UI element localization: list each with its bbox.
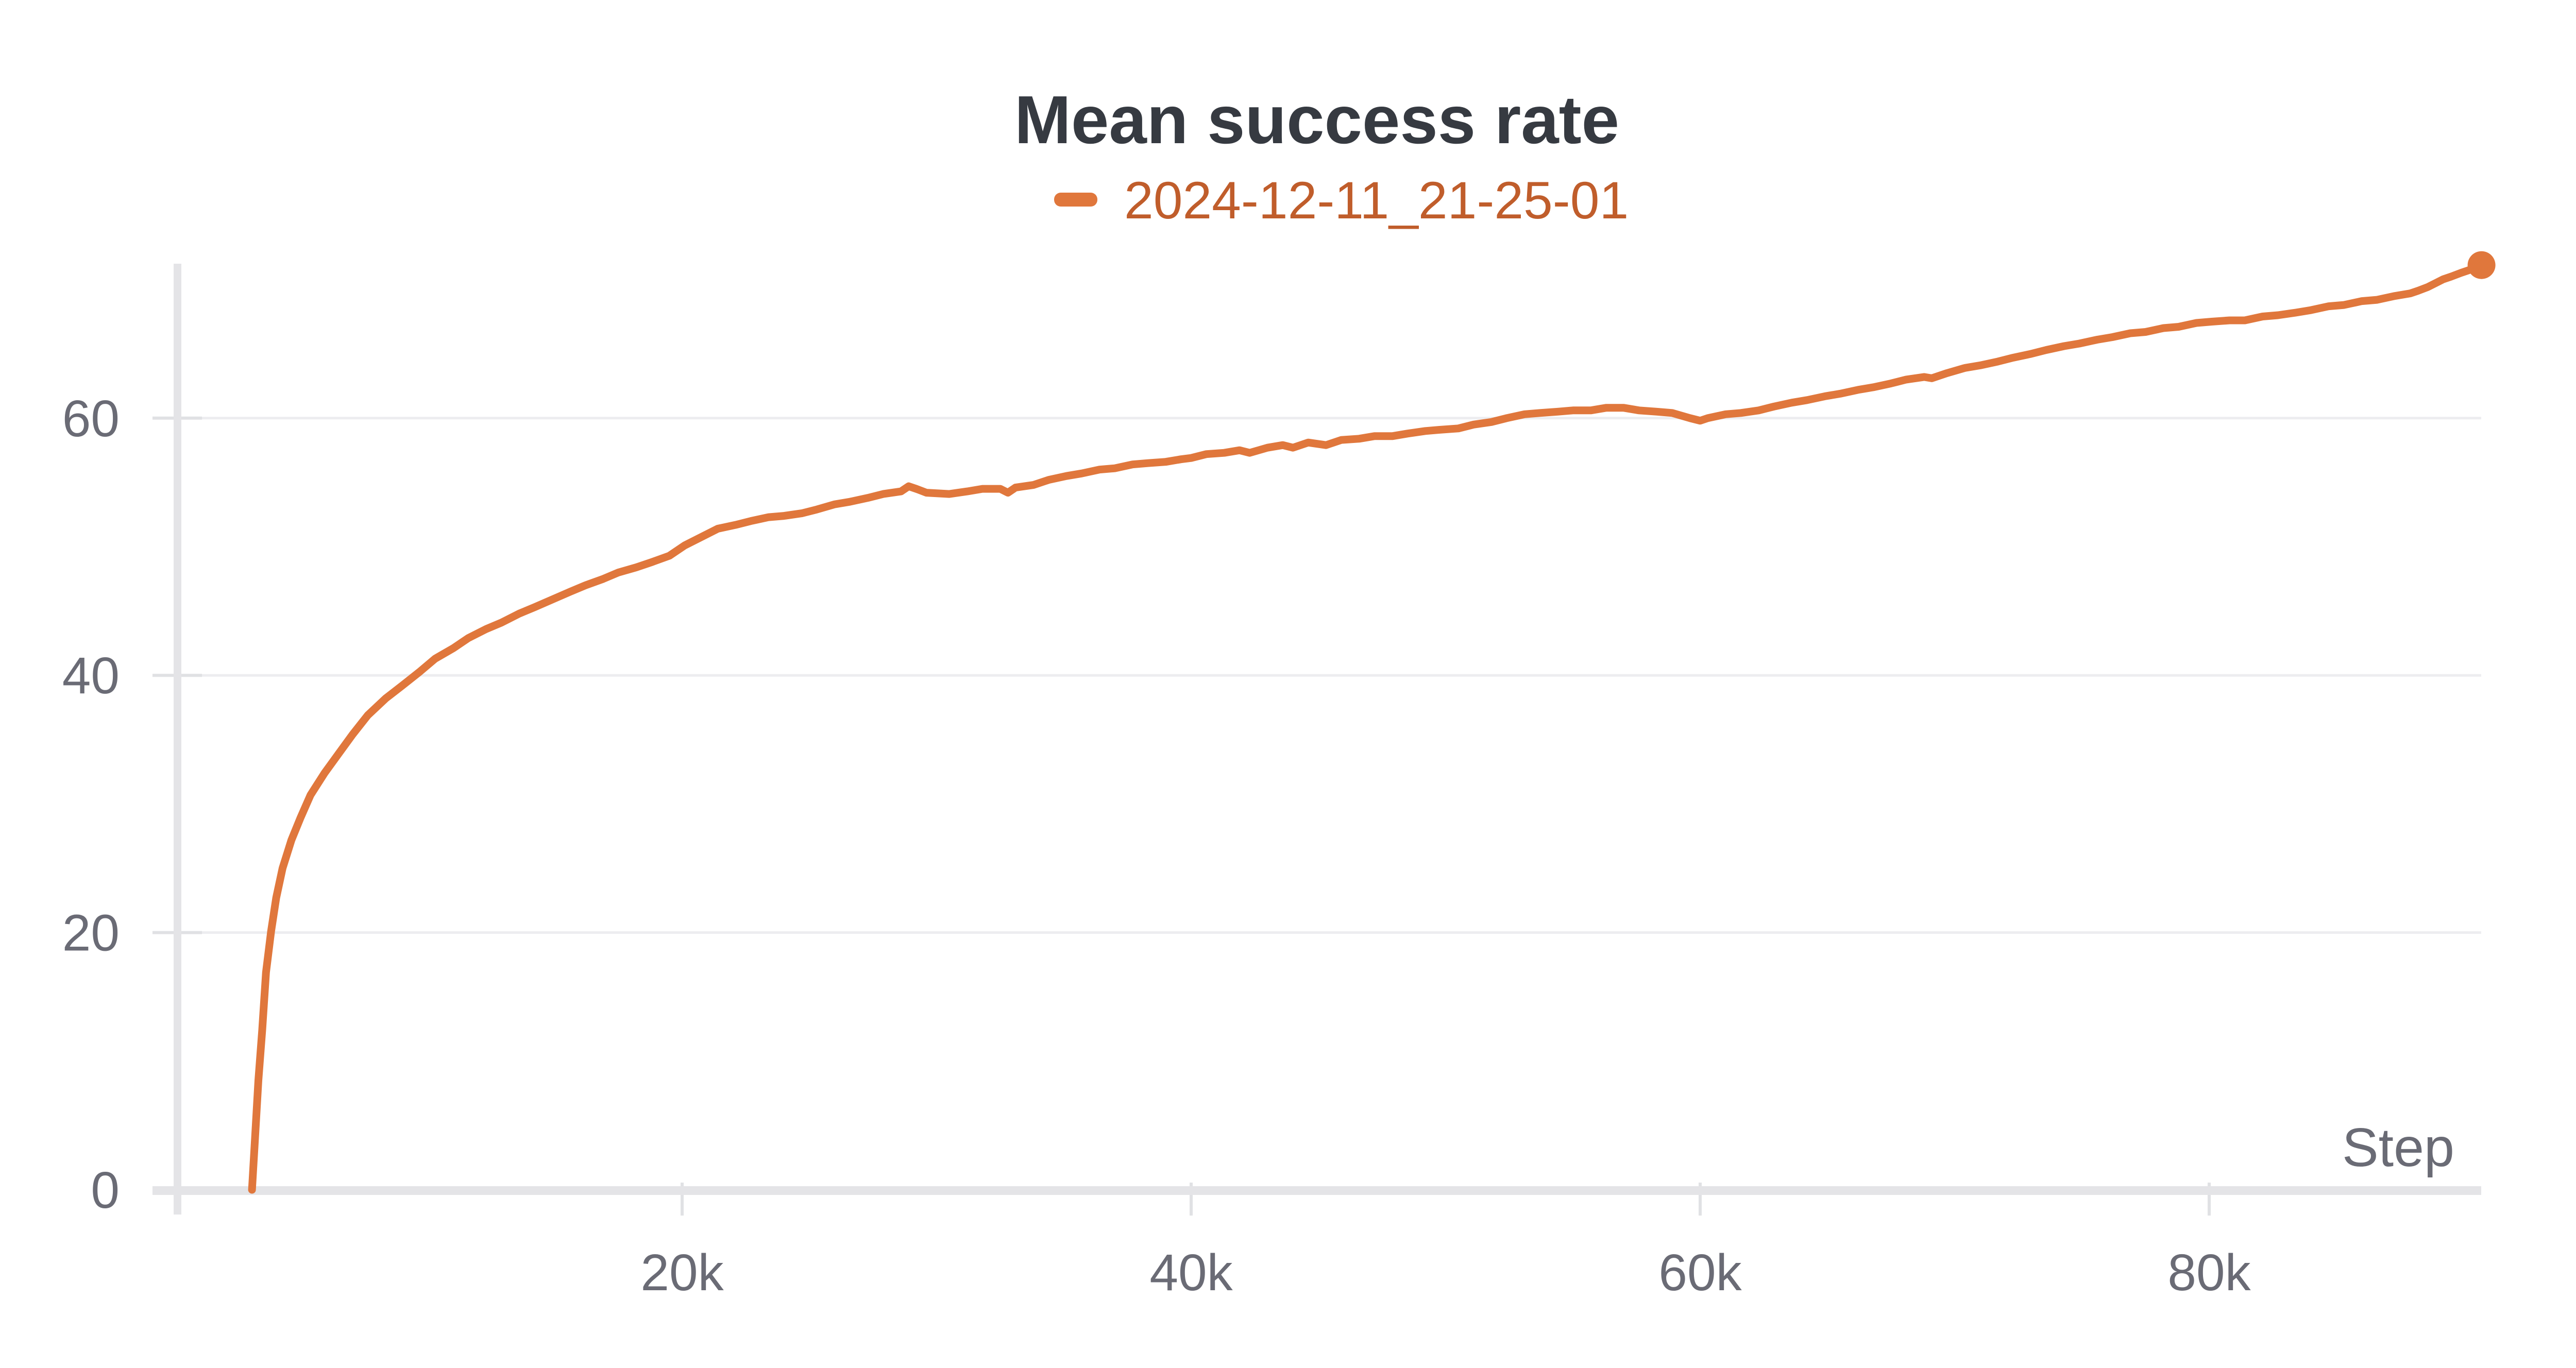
y-tick-label: 20 [62, 904, 120, 962]
tick-labels: 0 20 40 60 20k 40k 60k 80k [62, 390, 2251, 1302]
dash-swatch-icon [1054, 193, 1097, 207]
x-axis-line [152, 1186, 2481, 1195]
chart-title: Mean success rate [1014, 82, 1619, 158]
series-end-marker [2467, 251, 2496, 279]
x-tick-label: 60k [1658, 1244, 1742, 1302]
y-tick-label: 60 [62, 390, 120, 448]
x-axis-title: Step [2342, 1117, 2454, 1178]
y-tick-label: 40 [62, 647, 120, 705]
series-group [248, 251, 2496, 1194]
legend: 2024-12-11_21-25-01 [1054, 171, 1629, 230]
y-tick-label: 0 [91, 1161, 120, 1219]
gridlines [181, 417, 2481, 934]
y-axis-line [174, 264, 181, 1215]
x-tick-label: 40k [1149, 1244, 1233, 1302]
series-line [248, 261, 2486, 1194]
legend-item[interactable]: 2024-12-11_21-25-01 [1054, 171, 1629, 230]
legend-label: 2024-12-11_21-25-01 [1124, 171, 1629, 230]
x-tick-label: 80k [2167, 1244, 2251, 1302]
x-tick-label: 20k [640, 1244, 724, 1302]
